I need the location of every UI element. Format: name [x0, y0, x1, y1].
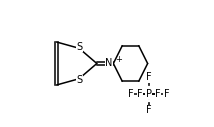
Text: S: S: [76, 75, 82, 85]
Text: F: F: [155, 89, 161, 99]
Text: +: +: [115, 55, 122, 64]
Text: N: N: [105, 59, 113, 68]
Text: P: P: [146, 89, 152, 99]
Text: F: F: [164, 89, 169, 99]
Text: S: S: [76, 42, 82, 52]
Text: F: F: [146, 106, 152, 115]
Text: F: F: [128, 89, 134, 99]
Text: F: F: [137, 89, 143, 99]
Text: F: F: [146, 73, 152, 82]
